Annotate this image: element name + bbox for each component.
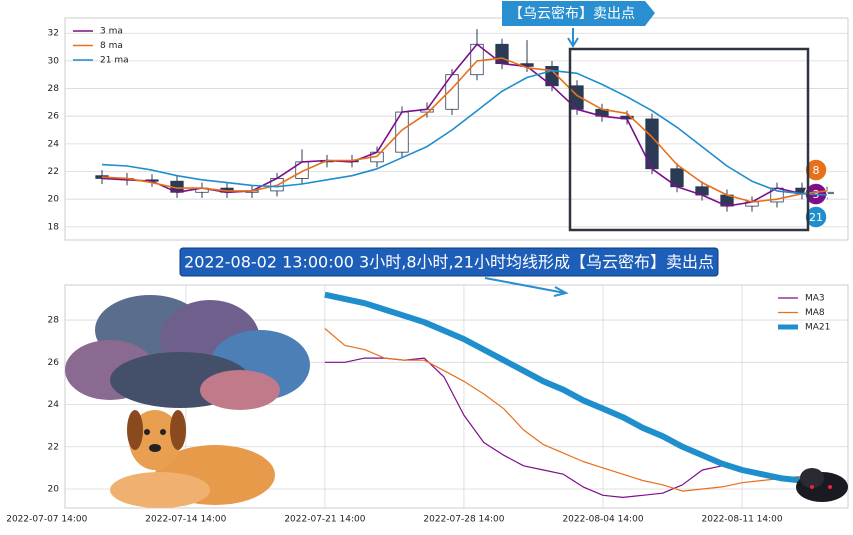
ma-line [324,328,822,492]
y-tick-label: 22 [48,442,59,452]
annotation-box [179,247,719,277]
ma-line [101,57,828,203]
ma-line [324,291,822,486]
y-tick-label: 28 [48,84,60,94]
y-tick-label: 22 [48,167,59,177]
y-tick-label: 20 [48,195,60,205]
highlight-box [568,47,810,232]
y-tick-label: 30 [48,56,60,66]
dog-illustration [110,410,275,508]
legend-label: 3 ma [100,27,123,37]
end-badge [804,158,828,182]
bottom-annotation: 2022-08-02 13:00:00 3小时,8小时,21小时均线形成【乌云密… [184,253,714,272]
x-tick-label: 2022-07-07 14:00 [6,515,87,525]
cloud-illustration [65,295,310,410]
x-tick-label: 2022-08-11 14:00 [702,515,783,525]
top-plot-area [64,17,849,241]
y-tick-label: 28 [48,316,60,326]
y-tick-label: 24 [48,400,60,410]
dark-cloud-icon [796,468,848,502]
x-tick-label: 2022-08-04 14:00 [562,515,643,525]
y-tick-label: 24 [48,139,60,149]
x-tick-label: 2022-07-14 14:00 [145,515,226,525]
x-tick-label: 2022-07-21 14:00 [284,515,365,525]
end-badge [804,205,828,229]
x-tick-label: 2022-07-28 14:00 [423,515,504,525]
legend-label: MA3 [805,294,825,304]
y-tick-label: 20 [48,484,60,494]
annotation-arrow-box [502,1,655,26]
ma-line [101,43,828,207]
legend-label: MA21 [805,323,830,333]
y-tick-label: 32 [48,29,59,39]
pointer-arrow [484,277,569,297]
top-annotation: 【乌云密布】卖出点 [509,5,635,22]
y-tick-label: 18 [48,222,60,232]
legend-label: MA8 [805,308,825,318]
pointer-arrow [567,28,579,48]
y-tick-label: 26 [48,112,60,122]
y-tick-label: 26 [48,358,60,368]
end-badge-label: 8 [813,164,820,177]
legend-label: 8 ma [100,41,123,51]
legend-label: 21 ma [100,56,129,66]
end-badge-label: 21 [809,211,823,224]
ma-line [101,69,828,196]
